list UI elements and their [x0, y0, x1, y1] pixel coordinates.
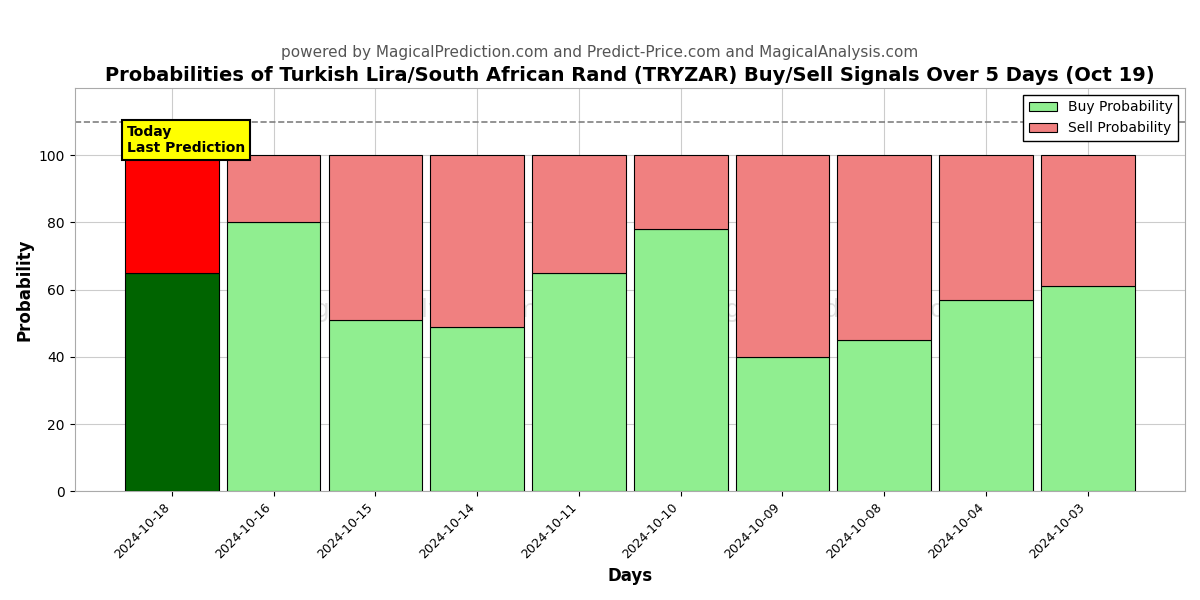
Bar	[940, 299, 1033, 491]
Bar	[634, 229, 727, 491]
Legend: Buy Probability, Sell Probability: Buy Probability, Sell Probability	[1024, 95, 1178, 141]
Text: MagicalPrediction.com: MagicalPrediction.com	[689, 298, 971, 322]
Title: Probabilities of Turkish Lira/South African Rand (TRYZAR) Buy/Sell Signals Over : Probabilities of Turkish Lira/South Afri…	[106, 66, 1154, 85]
Bar	[227, 155, 320, 223]
Bar	[736, 357, 829, 491]
Bar	[736, 155, 829, 357]
Bar	[431, 155, 524, 326]
Bar	[125, 273, 218, 491]
Bar	[1040, 155, 1134, 286]
Bar	[940, 155, 1033, 299]
Bar	[431, 326, 524, 491]
Bar	[227, 223, 320, 491]
Bar	[125, 155, 218, 273]
X-axis label: Days: Days	[607, 567, 653, 585]
Text: MagicalAnalysis.com: MagicalAnalysis.com	[277, 298, 538, 322]
Text: powered by MagicalPrediction.com and Predict-Price.com and MagicalAnalysis.com: powered by MagicalPrediction.com and Pre…	[281, 45, 919, 60]
Bar	[634, 155, 727, 229]
Bar	[532, 273, 625, 491]
Bar	[1040, 286, 1134, 491]
Bar	[838, 340, 931, 491]
Text: Today
Last Prediction: Today Last Prediction	[127, 125, 246, 155]
Bar	[838, 155, 931, 340]
Bar	[329, 155, 422, 320]
Bar	[329, 320, 422, 491]
Y-axis label: Probability: Probability	[16, 238, 34, 341]
Bar	[532, 155, 625, 273]
